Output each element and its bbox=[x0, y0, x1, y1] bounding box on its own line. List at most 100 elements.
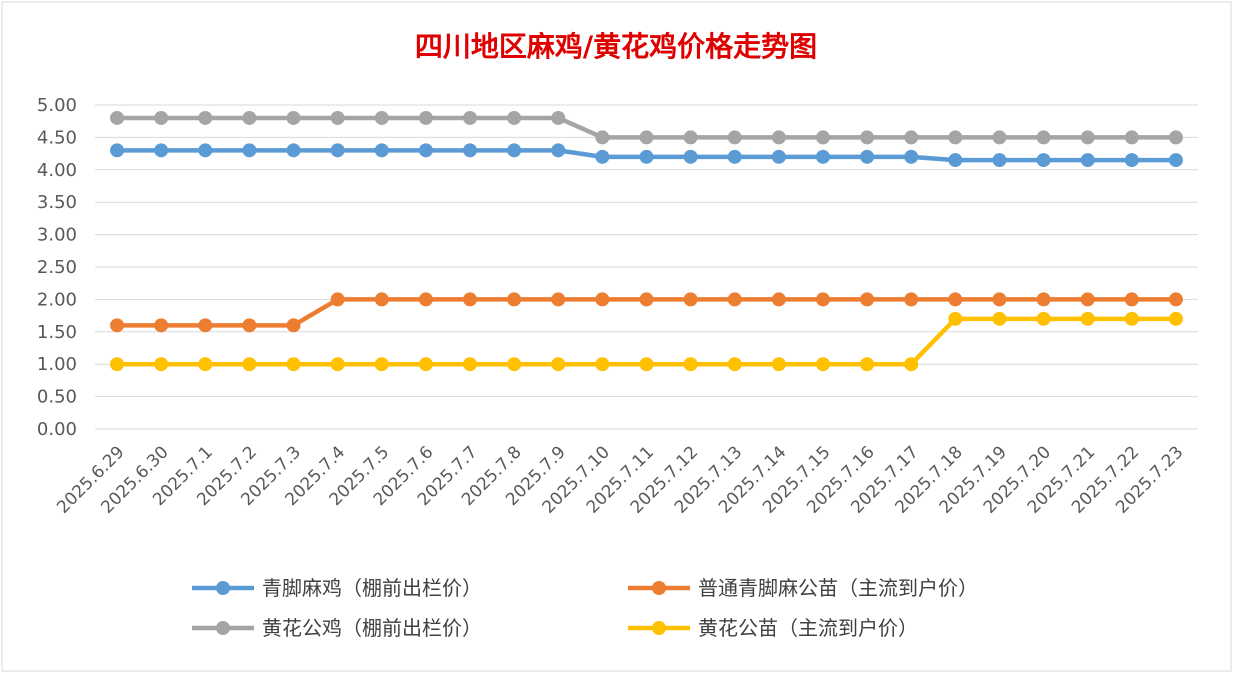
legend-item: 黄花公鸡（棚前出栏价） bbox=[192, 616, 482, 640]
data-point bbox=[507, 110, 522, 125]
legend-label: 普通青脚麻公苗（主流到户价） bbox=[698, 576, 978, 600]
data-point bbox=[639, 292, 654, 307]
data-point bbox=[771, 357, 786, 372]
data-point bbox=[771, 149, 786, 164]
data-point bbox=[1036, 153, 1051, 168]
data-point bbox=[374, 110, 389, 125]
y-tick-label: 2.00 bbox=[37, 289, 77, 310]
y-tick-label: 1.50 bbox=[37, 322, 77, 343]
data-point bbox=[595, 149, 610, 164]
data-point bbox=[374, 357, 389, 372]
y-tick-label: 3.00 bbox=[37, 225, 77, 246]
data-point bbox=[904, 130, 919, 145]
legend: 青脚麻鸡（棚前出栏价） 普通青脚麻公苗（主流到户价） 黄花公鸡（棚前出栏价） 黄花公苗… bbox=[192, 576, 978, 640]
data-point bbox=[948, 153, 963, 168]
data-point bbox=[418, 292, 433, 307]
data-point bbox=[418, 143, 433, 158]
data-point bbox=[374, 292, 389, 307]
data-point bbox=[507, 292, 522, 307]
data-point bbox=[242, 318, 257, 333]
data-point bbox=[683, 149, 698, 164]
data-point bbox=[904, 357, 919, 372]
data-point bbox=[507, 357, 522, 372]
y-tick-label: 4.50 bbox=[37, 127, 77, 148]
data-point bbox=[904, 149, 919, 164]
data-point bbox=[860, 149, 875, 164]
data-point bbox=[860, 357, 875, 372]
data-point bbox=[242, 143, 257, 158]
data-point bbox=[815, 357, 830, 372]
data-point bbox=[110, 110, 125, 125]
legend-label: 黄花公苗（主流到户价） bbox=[698, 616, 918, 640]
legend-item: 黄花公苗（主流到户价） bbox=[628, 616, 918, 640]
data-point bbox=[110, 357, 125, 372]
data-point bbox=[992, 130, 1007, 145]
y-tick-label: 1.00 bbox=[37, 354, 77, 375]
data-point bbox=[110, 318, 125, 333]
data-point bbox=[815, 130, 830, 145]
data-point bbox=[771, 292, 786, 307]
data-point bbox=[860, 130, 875, 145]
series-layer bbox=[110, 110, 1183, 372]
data-point bbox=[595, 130, 610, 145]
data-point bbox=[286, 110, 301, 125]
data-point bbox=[286, 143, 301, 158]
y-tick-label: 3.50 bbox=[37, 192, 77, 213]
series-0 bbox=[110, 143, 1183, 168]
data-point bbox=[904, 292, 919, 307]
data-point bbox=[1168, 311, 1183, 326]
data-point bbox=[330, 110, 345, 125]
legend-marker bbox=[652, 581, 666, 595]
legend-marker bbox=[652, 621, 666, 635]
y-tick-label: 0.00 bbox=[37, 419, 77, 440]
data-point bbox=[683, 357, 698, 372]
chart-title: 四川地区麻鸡/黄花鸡价格走势图 bbox=[415, 30, 817, 63]
data-point bbox=[1124, 153, 1139, 168]
data-point bbox=[1124, 292, 1139, 307]
data-point bbox=[1036, 292, 1051, 307]
data-point bbox=[639, 357, 654, 372]
legend-label: 黄花公鸡（棚前出栏价） bbox=[262, 616, 482, 640]
data-point bbox=[198, 318, 213, 333]
data-point bbox=[551, 143, 566, 158]
data-point bbox=[948, 311, 963, 326]
data-point bbox=[1168, 153, 1183, 168]
legend-marker bbox=[216, 621, 230, 635]
data-point bbox=[551, 110, 566, 125]
data-point bbox=[1124, 130, 1139, 145]
data-point bbox=[330, 357, 345, 372]
data-point bbox=[1080, 130, 1095, 145]
data-point bbox=[1080, 153, 1095, 168]
data-point bbox=[198, 143, 213, 158]
legend-label: 青脚麻鸡（棚前出栏价） bbox=[262, 576, 482, 600]
data-point bbox=[418, 110, 433, 125]
y-tick-label: 5.00 bbox=[37, 95, 77, 116]
data-point bbox=[1080, 292, 1095, 307]
legend-marker bbox=[216, 581, 230, 595]
data-point bbox=[1080, 311, 1095, 326]
data-point bbox=[595, 357, 610, 372]
y-tick-label: 2.50 bbox=[37, 257, 77, 278]
data-point bbox=[992, 292, 1007, 307]
data-point bbox=[286, 318, 301, 333]
data-point bbox=[463, 292, 478, 307]
data-point bbox=[463, 143, 478, 158]
data-point bbox=[948, 130, 963, 145]
data-point bbox=[551, 292, 566, 307]
data-point bbox=[286, 357, 301, 372]
data-point bbox=[1168, 130, 1183, 145]
data-point bbox=[198, 110, 213, 125]
data-point bbox=[154, 318, 169, 333]
data-point bbox=[639, 149, 654, 164]
data-point bbox=[551, 357, 566, 372]
y-tick-label: 4.00 bbox=[37, 160, 77, 181]
data-point bbox=[507, 143, 522, 158]
legend-item: 普通青脚麻公苗（主流到户价） bbox=[628, 576, 978, 600]
legend-item: 青脚麻鸡（棚前出栏价） bbox=[192, 576, 482, 600]
data-point bbox=[463, 110, 478, 125]
data-point bbox=[639, 130, 654, 145]
series-1 bbox=[110, 292, 1183, 333]
